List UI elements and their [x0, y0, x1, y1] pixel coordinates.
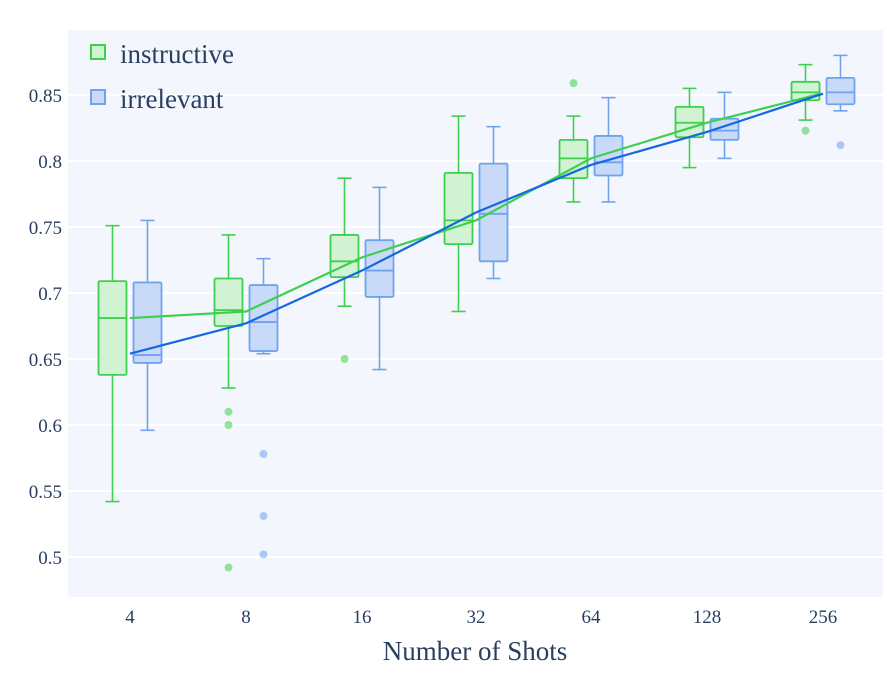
box-series [97, 54, 856, 572]
y-tick-label: 0.55 [29, 482, 62, 503]
x-tick-label: 64 [582, 607, 602, 628]
outlier-point [259, 450, 268, 459]
outlier-point [224, 563, 233, 572]
box-iqr [478, 162, 509, 263]
outlier-point [224, 421, 233, 429]
trend-lines [129, 92, 824, 355]
box-iqr [329, 234, 360, 279]
x-axis-title: Number of Shots [383, 636, 568, 666]
gridlines [68, 94, 883, 558]
y-tick-label: 0.6 [38, 416, 62, 437]
box-irrelevant-4 [132, 219, 163, 432]
outlier-point [259, 512, 268, 521]
x-tick-label: 4 [125, 607, 135, 628]
x-tick-label: 128 [693, 607, 722, 628]
trend-line-irrelevant [129, 92, 824, 355]
outlier-point [224, 407, 233, 416]
box-iqr [443, 171, 474, 246]
legend-swatch-instructive [90, 44, 106, 60]
x-axis-ticks: 4 8 16 32 64 128 256 [125, 607, 837, 628]
outlier-point [801, 126, 810, 135]
box-instructive-8 [213, 234, 244, 572]
legend-label-instructive: instructive [120, 39, 234, 69]
box-iqr [132, 281, 163, 364]
y-tick-label: 0.85 [29, 86, 62, 107]
outlier-point [340, 355, 349, 363]
box-irrelevant-256 [825, 54, 856, 150]
y-tick-label: 0.7 [38, 284, 62, 305]
box-irrelevant-8 [248, 257, 279, 559]
outlier-point [569, 79, 578, 88]
box-instructive-16 [329, 177, 360, 363]
outlier-point [836, 141, 845, 150]
y-tick-label: 0.8 [38, 152, 62, 173]
legend-swatch-irrelevant [90, 89, 106, 105]
box-instructive-64 [558, 79, 589, 203]
box-iqr [248, 284, 279, 352]
x-tick-label: 16 [353, 607, 372, 628]
y-tick-label: 0.5 [38, 548, 62, 569]
y-tick-label: 0.75 [29, 218, 62, 239]
x-tick-label: 256 [809, 607, 838, 628]
outlier-point [259, 550, 268, 559]
box-irrelevant-32 [478, 125, 509, 280]
y-axis-ticks: 0.5 0.55 0.6 0.65 0.7 0.75 0.8 0.85 [29, 86, 62, 569]
legend: instructive irrelevant [90, 39, 234, 114]
legend-label-irrelevant: irrelevant [120, 84, 224, 114]
x-tick-label: 32 [467, 607, 486, 628]
box-instructive-4 [97, 224, 128, 503]
box-iqr [825, 76, 856, 106]
trend-line-instructive [129, 92, 822, 320]
y-tick-label: 0.65 [29, 350, 62, 371]
x-tick-label: 8 [241, 607, 251, 628]
box-instructive-32 [443, 115, 474, 313]
box-iqr [213, 277, 244, 327]
box-iqr [97, 280, 128, 376]
